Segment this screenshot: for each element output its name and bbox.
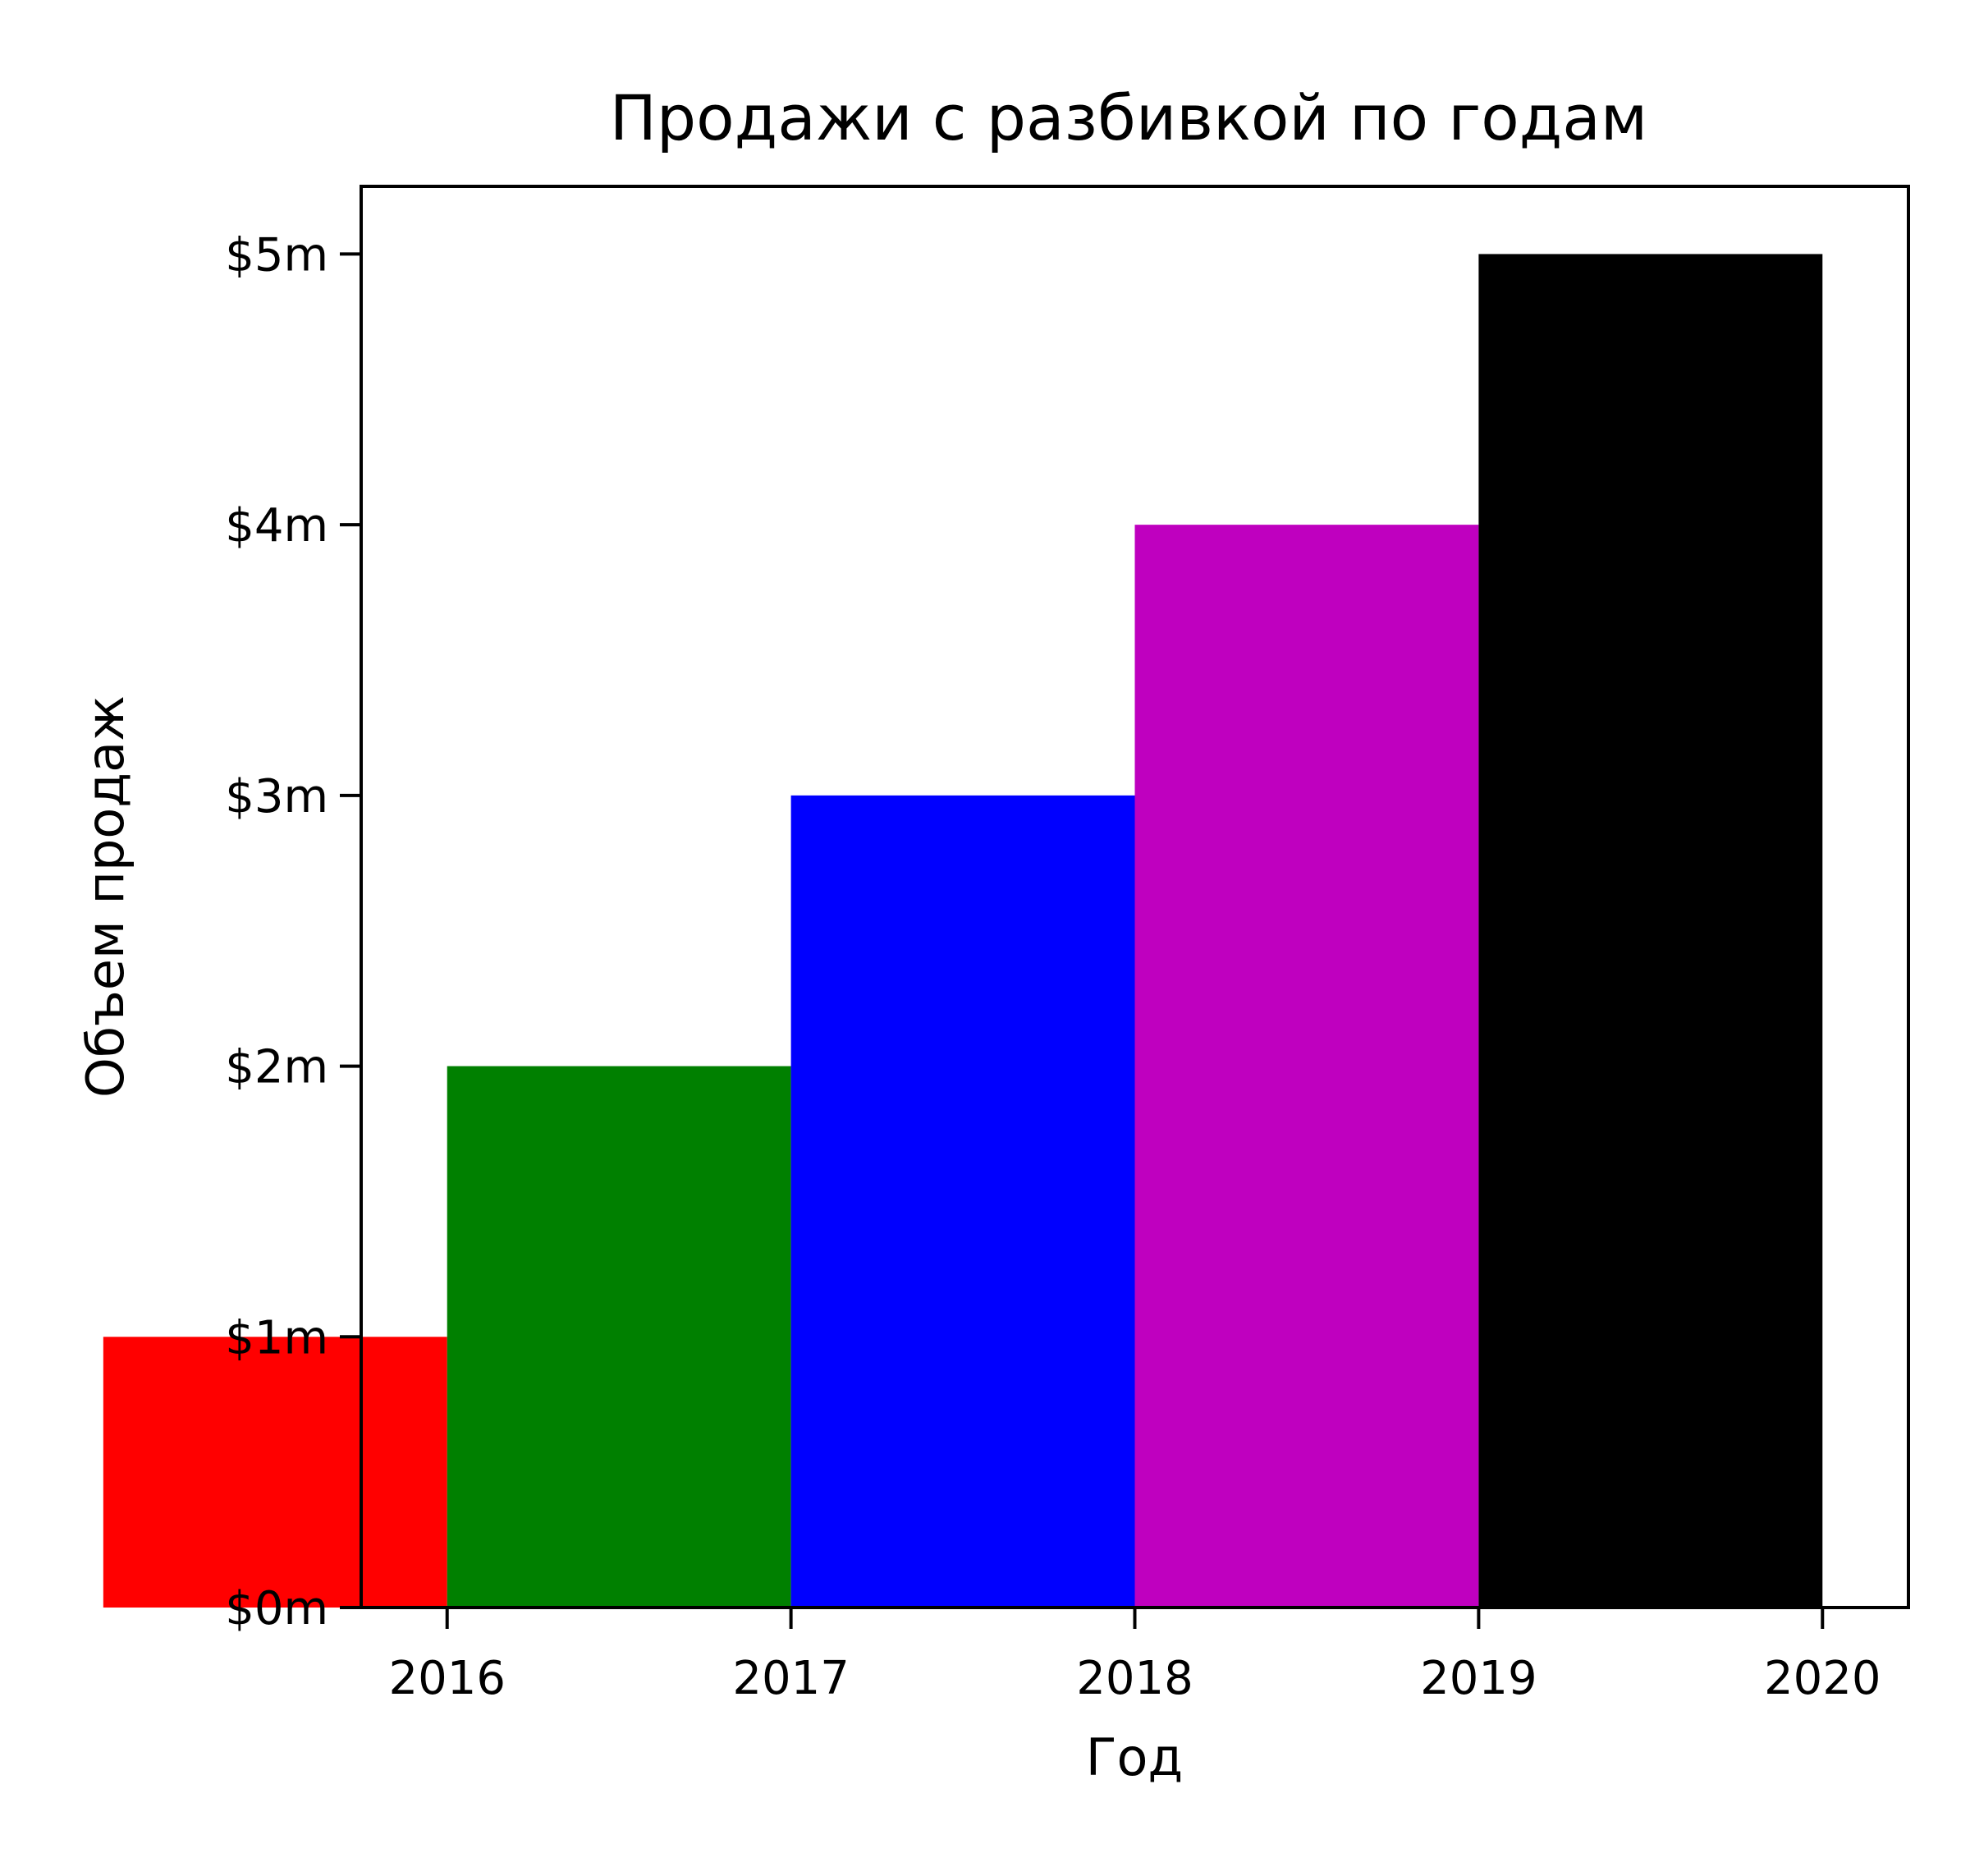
- x-axis: 2016 2017 2018 2019 2020: [388, 1608, 1881, 1705]
- bar-2020: [1478, 254, 1823, 1608]
- bar-2018: [790, 795, 1135, 1608]
- x-tick-label: 2019: [1420, 1652, 1537, 1705]
- y-tick-label: $0m: [225, 1582, 328, 1635]
- y-tick-label: $4m: [225, 499, 328, 553]
- y-tick-label: $2m: [225, 1041, 328, 1094]
- chart-title: Продажи с разбивкой по годам: [610, 81, 1647, 154]
- y-tick-label: $1m: [225, 1311, 328, 1365]
- y-axis-label: Объем продаж: [76, 695, 135, 1098]
- bar-2017: [447, 1066, 791, 1608]
- bar-2016: [103, 1337, 447, 1608]
- bar-2019: [1134, 525, 1479, 1608]
- y-axis: $0m $1m $2m $3m $4m $5m: [225, 228, 361, 1635]
- x-tick-label: 2016: [388, 1652, 506, 1705]
- y-tick-label: $3m: [225, 770, 328, 823]
- x-tick-label: 2017: [732, 1652, 850, 1705]
- y-tick-label: $5m: [225, 228, 328, 282]
- x-tick-label: 2020: [1764, 1652, 1881, 1705]
- x-axis-label: Год: [1086, 1727, 1184, 1787]
- x-tick-label: 2018: [1076, 1652, 1193, 1705]
- bars-layer: [103, 254, 1823, 1608]
